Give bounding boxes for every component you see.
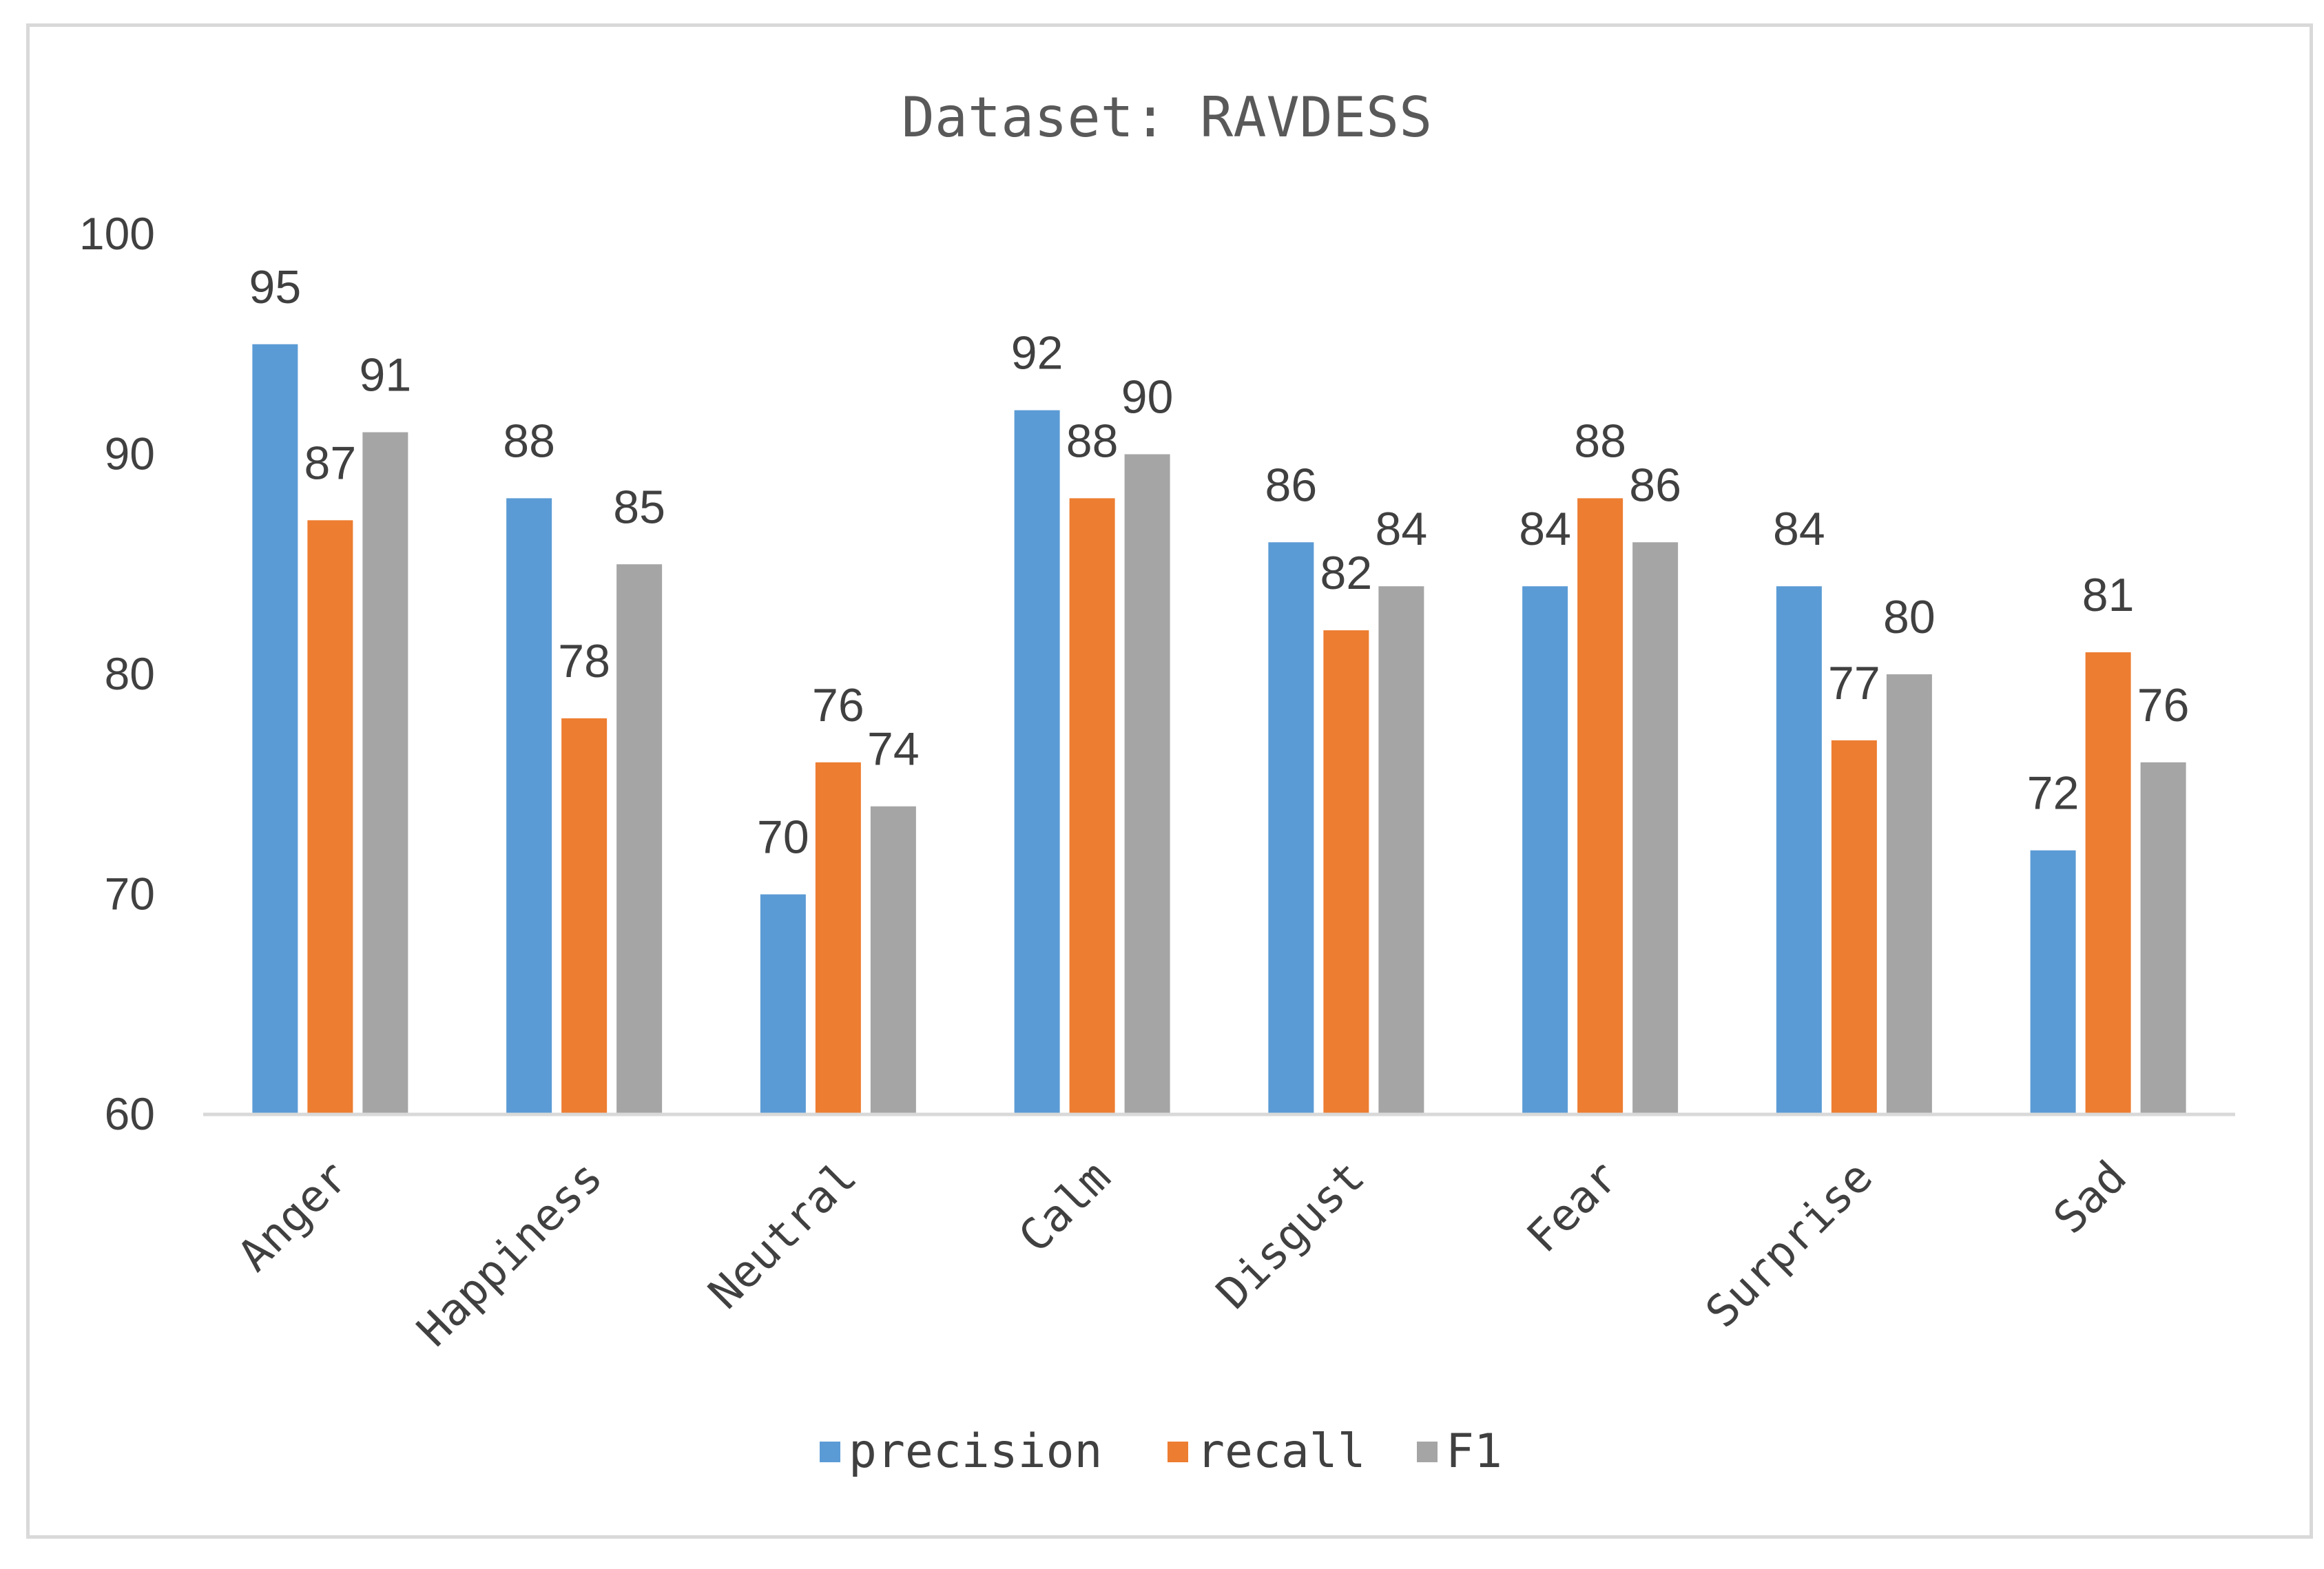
legend-swatch-f1 [1417,1442,1438,1462]
bar-precision-disgust [1268,542,1314,1114]
bar-recall-calm [1069,498,1115,1114]
x-tick-label: Sad [2044,1152,2137,1244]
x-axis-ticks: Anger Happiness Neutral Calm Disgust Fear Surp… [229,1152,2137,1357]
bar-f1-happiness [616,564,663,1114]
data-label: 95 [249,261,302,313]
bar-f1-neutral [870,806,916,1114]
x-tick-label: Anger [229,1152,359,1282]
legend-label-recall: recall [1196,1424,1366,1479]
y-tick-label: 60 [105,1088,155,1139]
x-tick-label: Calm [1010,1152,1121,1263]
bar-recall-surprise [1831,740,1877,1114]
legend: precision recall F1 [820,1424,1502,1479]
data-label: 80 [1883,591,1936,643]
x-tick-label: Disgust [1207,1152,1375,1319]
bar-precision-neutral [760,894,806,1114]
bars-group [252,344,2186,1114]
data-label: 88 [1574,415,1626,467]
bar-precision-happiness [506,498,552,1114]
bar-precision-anger [252,344,298,1114]
chart-title: Dataset: RAVDESS [902,85,1433,149]
bar-f1-surprise [1886,674,1932,1114]
data-label: 76 [2137,679,2190,731]
data-label: 78 [558,635,610,687]
y-tick-label: 90 [105,428,155,479]
data-label: 84 [1519,503,1571,555]
y-axis-ticks: 60 70 80 90 100 [79,208,155,1139]
data-label: 91 [360,349,412,402]
bar-recall-happiness [561,718,608,1114]
y-tick-label: 80 [105,648,155,699]
data-label: 88 [503,415,555,467]
data-label: 72 [2027,767,2079,820]
legend-swatch-recall [1168,1442,1188,1462]
x-tick-label: Surprise [1697,1152,1882,1338]
bar-f1-anger [362,432,408,1114]
bar-precision-fear [1522,586,1568,1114]
bar-f1-fear [1632,542,1679,1114]
bar-recall-neutral [815,762,861,1114]
data-label: 92 [1011,327,1064,380]
legend-swatch-precision [820,1442,840,1462]
data-label: 84 [1376,503,1428,555]
data-label: 90 [1121,371,1174,424]
bar-f1-disgust [1378,586,1424,1114]
data-label: 74 [867,723,920,776]
data-label: 76 [812,679,864,731]
bar-recall-fear [1577,498,1623,1114]
data-label: 81 [2082,569,2135,621]
bar-precision-calm [1014,410,1060,1114]
bar-precision-sad [2030,850,2076,1114]
bar-recall-disgust [1323,630,1369,1114]
bar-recall-sad [2085,652,2131,1114]
bar-f1-sad [2140,762,2186,1114]
data-label: 87 [304,437,357,489]
legend-label-f1: F1 [1446,1424,1502,1479]
data-label: 82 [1320,547,1373,599]
x-tick-label: Fear [1517,1152,1628,1263]
bar-recall-anger [307,520,353,1114]
data-label: 88 [1066,415,1119,467]
data-label: 86 [1265,459,1318,511]
data-label: 77 [1828,657,1880,709]
data-label: 86 [1629,459,1681,511]
x-tick-label: Happiness [408,1152,613,1357]
y-tick-label: 70 [105,869,155,919]
data-label: 70 [757,811,809,864]
y-tick-label: 100 [79,208,155,259]
data-label: 84 [1773,503,1825,555]
legend-label-precision: precision [849,1424,1102,1479]
bar-precision-surprise [1776,586,1822,1114]
bar-f1-calm [1124,454,1170,1114]
x-tick-label: Neutral [699,1152,867,1319]
data-label: 85 [613,481,665,533]
